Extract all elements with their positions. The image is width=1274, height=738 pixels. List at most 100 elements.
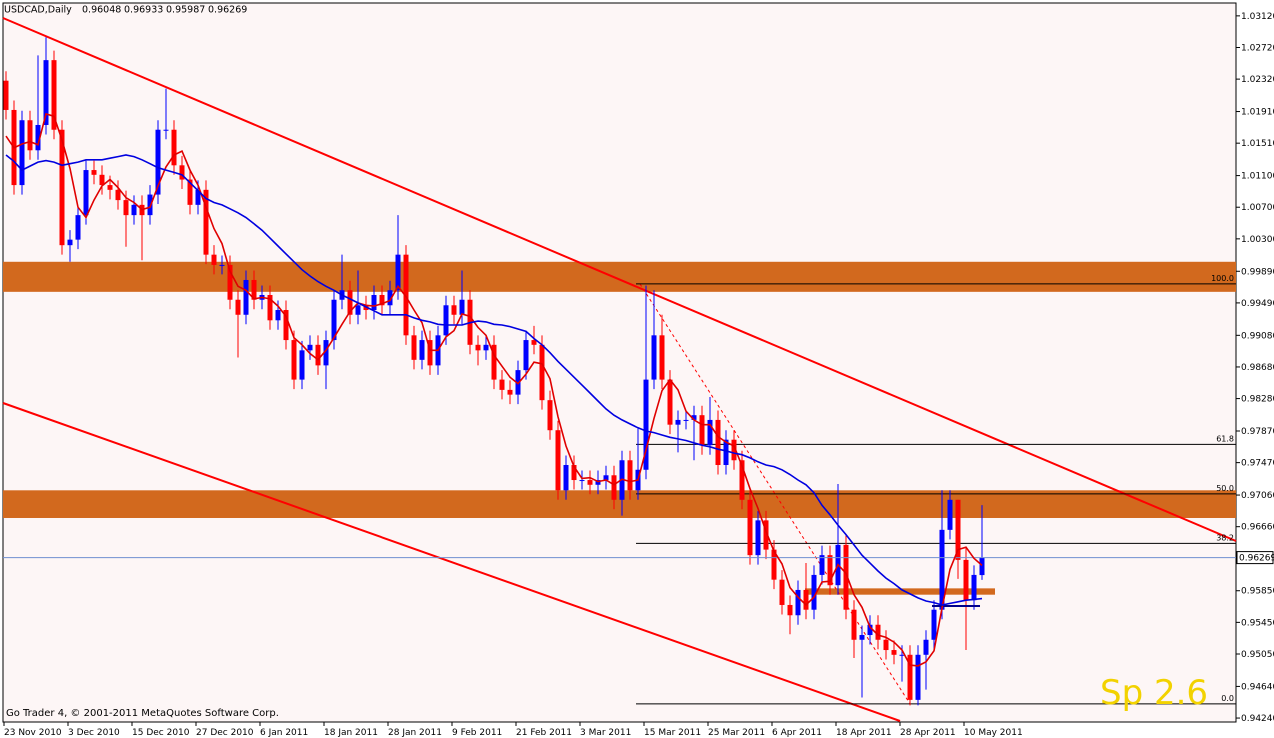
candle-body bbox=[571, 465, 577, 481]
candle-body bbox=[675, 419, 681, 425]
y-tick-label: 1.01100 bbox=[1241, 172, 1274, 182]
y-tick-label: 1.02320 bbox=[1241, 75, 1274, 85]
price-label: 0.96269 bbox=[1239, 554, 1274, 564]
candle-body bbox=[211, 254, 217, 265]
candle-body bbox=[355, 305, 361, 315]
candle-body bbox=[827, 555, 833, 586]
candle-body bbox=[627, 460, 633, 491]
candle-body bbox=[235, 299, 241, 315]
candle-body bbox=[667, 379, 673, 425]
candle-body bbox=[451, 305, 457, 315]
candle-body bbox=[755, 520, 761, 556]
y-tick-label: 1.01910 bbox=[1241, 108, 1274, 118]
fib-trend bbox=[639, 283, 911, 705]
candle-body bbox=[123, 200, 129, 216]
candle-body bbox=[299, 350, 305, 380]
candle-body bbox=[747, 499, 753, 556]
candle-body bbox=[931, 609, 937, 640]
candle-body bbox=[107, 185, 113, 190]
candle-body bbox=[219, 264, 225, 266]
candle-body bbox=[35, 124, 41, 151]
candle-body bbox=[523, 340, 529, 371]
candle-body bbox=[379, 294, 385, 306]
candle-body bbox=[651, 335, 657, 380]
candle-body bbox=[163, 129, 169, 131]
candle-body bbox=[275, 310, 281, 321]
x-tick-label: 18 Apr 2011 bbox=[836, 728, 892, 738]
candle-body bbox=[3, 80, 9, 110]
x-tick-label: 3 Mar 2011 bbox=[580, 728, 631, 738]
candle-body bbox=[91, 170, 97, 175]
candle-body bbox=[195, 189, 201, 205]
candle-body bbox=[203, 189, 209, 255]
candle-body bbox=[323, 340, 329, 366]
candle-body bbox=[915, 654, 921, 700]
candle-body bbox=[443, 305, 449, 336]
candle-body bbox=[315, 344, 321, 366]
x-tick-label: 10 May 2011 bbox=[964, 728, 1023, 738]
candle-body bbox=[539, 344, 545, 401]
x-tick-label: 3 Dec 2010 bbox=[68, 728, 120, 738]
candle-body bbox=[179, 165, 185, 180]
x-tick-label: 25 Mar 2011 bbox=[708, 728, 765, 738]
candle-body bbox=[803, 589, 809, 610]
candle-body bbox=[491, 344, 497, 380]
candle-body bbox=[555, 430, 561, 491]
candle-body bbox=[763, 520, 769, 550]
candle-body bbox=[75, 215, 81, 240]
candle-body bbox=[603, 475, 609, 481]
zone bbox=[805, 588, 995, 595]
candle-body bbox=[867, 624, 873, 636]
candle-body bbox=[99, 174, 105, 186]
candle-body bbox=[947, 499, 953, 530]
candle-body bbox=[683, 419, 689, 421]
candle-body bbox=[779, 579, 785, 605]
x-tick-label: 15 Dec 2010 bbox=[132, 728, 190, 738]
candle-body bbox=[971, 574, 977, 601]
x-tick-label: 6 Jan 2011 bbox=[260, 728, 308, 738]
candle-body bbox=[27, 120, 33, 151]
candle-body bbox=[371, 294, 377, 311]
candle-body bbox=[291, 340, 297, 380]
x-tick-label: 6 Apr 2011 bbox=[772, 728, 822, 738]
candle-body bbox=[83, 170, 89, 216]
candle-body bbox=[939, 529, 945, 610]
candle-body bbox=[883, 639, 889, 651]
candle-body bbox=[579, 480, 585, 482]
candle-body bbox=[811, 574, 817, 610]
candle-body bbox=[611, 475, 617, 500]
candle-body bbox=[955, 499, 961, 560]
candle-body bbox=[691, 415, 697, 420]
candle-body bbox=[907, 654, 913, 700]
candle-body bbox=[819, 555, 825, 575]
zone bbox=[3, 261, 1236, 292]
x-tick-label: 27 Dec 2010 bbox=[196, 728, 254, 738]
candle-body bbox=[419, 340, 425, 360]
symbol: USDCAD,Daily bbox=[4, 5, 72, 16]
candle-body bbox=[67, 239, 73, 246]
candle-body bbox=[715, 419, 721, 466]
candle-body bbox=[131, 204, 137, 216]
fib-label: 0.0 bbox=[1221, 694, 1234, 703]
copyright: Go Trader 4, © 2001-2011 MetaQuotes Soft… bbox=[6, 708, 279, 719]
candle-body bbox=[243, 279, 249, 315]
candle-body bbox=[403, 254, 409, 336]
y-tick-label: 1.01510 bbox=[1241, 139, 1274, 149]
candle-body bbox=[307, 344, 313, 351]
fib-label: 50.0 bbox=[1216, 484, 1234, 493]
candle-body bbox=[963, 559, 969, 601]
candle-body bbox=[331, 299, 337, 341]
candle-body bbox=[395, 254, 401, 291]
y-tick-label: 1.03120 bbox=[1241, 12, 1274, 22]
candle-body bbox=[427, 340, 433, 366]
trend-line bbox=[2, 402, 901, 722]
candle-body bbox=[155, 129, 161, 195]
